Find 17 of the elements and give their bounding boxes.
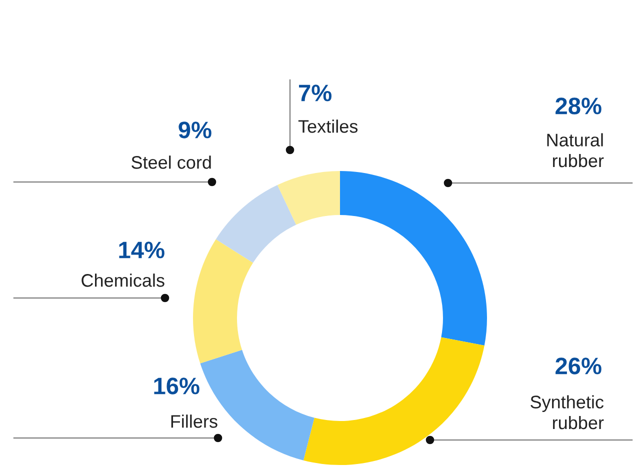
slice-label: Chemicals (82, 274, 164, 287)
slice-label: Fillers (171, 414, 218, 428)
data-label: 9% (178, 122, 212, 138)
donut-slice (340, 171, 487, 346)
donut-slice (216, 184, 296, 263)
data-label: 26% (556, 358, 602, 374)
slice-label: Synthetic rubber (530, 395, 604, 430)
slice-label: Steel cord (132, 156, 211, 169)
slice-label: Natural rubber (547, 133, 604, 168)
slice-label: Textiles (298, 120, 358, 133)
donut-slice (193, 239, 254, 364)
data-label: 14% (119, 242, 164, 258)
data-label: 16% (154, 378, 200, 394)
donut-slice (303, 337, 484, 465)
donut-slice (277, 171, 340, 225)
data-label: 28% (556, 98, 602, 114)
data-label: 7% (299, 84, 332, 102)
